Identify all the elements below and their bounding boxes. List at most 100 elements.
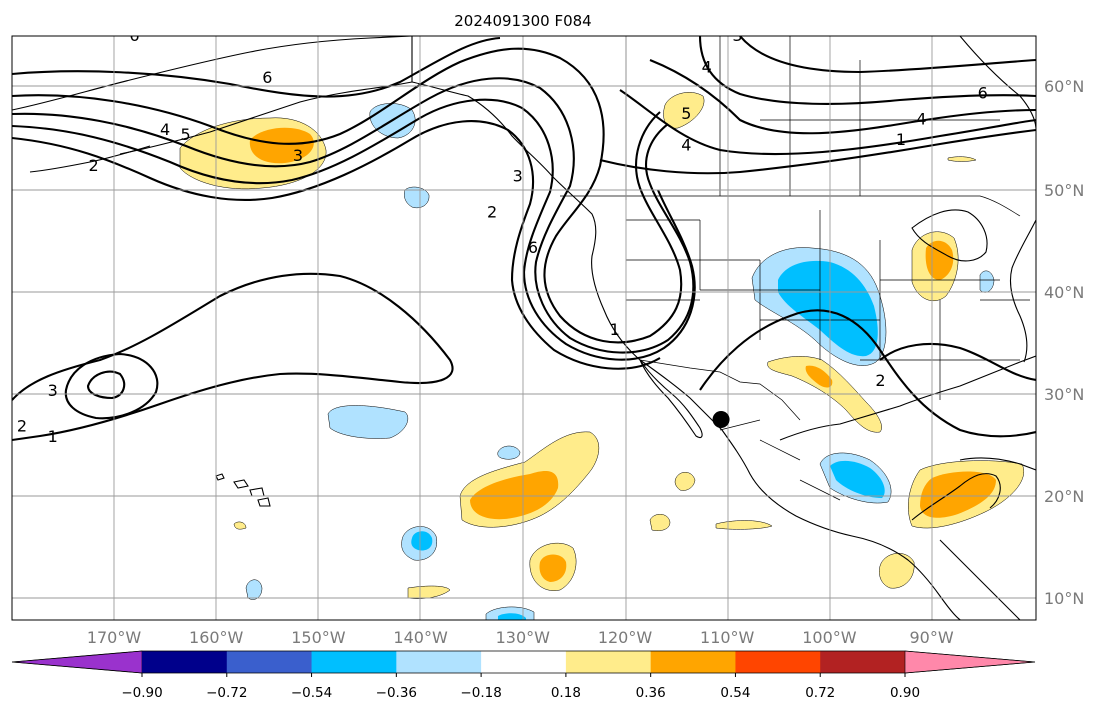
contour-line bbox=[12, 36, 501, 98]
central-america bbox=[939, 539, 1021, 620]
contour-line bbox=[739, 36, 1036, 74]
positive-core-caribbean bbox=[920, 471, 996, 518]
colorbar-tick-label: 0.36 bbox=[636, 685, 666, 701]
contour-label: 3 bbox=[732, 26, 742, 45]
contour-line bbox=[64, 352, 159, 420]
colorbar-tick-label: −0.18 bbox=[460, 685, 501, 701]
negative-region-small-4 bbox=[245, 579, 263, 600]
colorbar-segment bbox=[311, 651, 397, 673]
contour-line bbox=[86, 370, 126, 400]
positive-region-small-6 bbox=[233, 521, 247, 530]
contour-line bbox=[12, 272, 454, 442]
north-america-west-coast bbox=[411, 36, 962, 620]
longitude-label: 110°W bbox=[700, 628, 755, 647]
contour-line bbox=[619, 89, 1036, 156]
positive-region-texas bbox=[767, 356, 882, 433]
negative-core-small-5 bbox=[498, 613, 526, 620]
contour-label: 6 bbox=[978, 83, 988, 102]
cuba bbox=[959, 457, 1036, 471]
gulf-coast bbox=[779, 355, 1036, 441]
colorbar-segment bbox=[142, 651, 228, 673]
longitude-label: 120°W bbox=[598, 628, 653, 647]
colorbar-segments bbox=[11, 650, 1036, 674]
colorbar-segment bbox=[481, 651, 567, 673]
negative-region-pacific-1 bbox=[327, 405, 409, 439]
latitude-labels: 10°N 20°N 30°N 40°N 50°N 60°N bbox=[1044, 77, 1084, 608]
positive-core-pacific bbox=[470, 470, 559, 520]
contour-label: 1 bbox=[896, 130, 906, 149]
colorbar-segment bbox=[650, 651, 736, 673]
latitude-label: 20°N bbox=[1044, 487, 1084, 506]
positive-core-aleutian bbox=[249, 127, 314, 164]
graticule bbox=[12, 36, 1036, 620]
negative-core-pacific-2 bbox=[411, 531, 433, 551]
contour-label: 3 bbox=[48, 381, 58, 400]
positive-region-small-4 bbox=[715, 520, 773, 530]
colorbar-tick-label: 0.90 bbox=[890, 685, 920, 701]
colorbar-segment bbox=[735, 651, 821, 673]
height-contours bbox=[12, 36, 1036, 442]
location-marker bbox=[712, 411, 730, 428]
contour-label: 1 bbox=[48, 427, 58, 446]
colorbar-extend-high bbox=[904, 650, 1036, 674]
longitude-label: 90°W bbox=[910, 628, 954, 647]
longitude-label: 130°W bbox=[496, 628, 551, 647]
contour-label: 6 bbox=[262, 68, 272, 87]
canada-provinces bbox=[719, 36, 1000, 196]
figure-title: 2024091300 F084 bbox=[454, 12, 591, 30]
negative-core-central-us bbox=[778, 260, 878, 357]
contour-label: 5 bbox=[681, 104, 691, 123]
latitude-label: 50°N bbox=[1044, 181, 1084, 200]
contour-line bbox=[699, 309, 1036, 438]
contour-line bbox=[698, 36, 1036, 105]
contour-label: 4 bbox=[916, 109, 926, 128]
colorbar-tick-label: 0.72 bbox=[805, 685, 835, 701]
positive-region-small-7 bbox=[947, 156, 977, 162]
latitude-label: 10°N bbox=[1044, 589, 1084, 608]
colorbar-extend-low bbox=[11, 650, 143, 674]
map-frame bbox=[11, 35, 1037, 621]
colorbar: −0.90 −0.72 −0.54 −0.36 −0.18 0.18 0.36 0.54 0.7… bbox=[11, 650, 1036, 701]
positive-core-texas bbox=[805, 365, 833, 388]
colorbar-segment bbox=[820, 651, 906, 673]
contour-line bbox=[12, 120, 661, 370]
latitude-label: 60°N bbox=[1044, 77, 1084, 96]
mexico-states bbox=[719, 419, 841, 501]
colorbar-segment bbox=[396, 651, 482, 673]
latitude-label: 40°N bbox=[1044, 283, 1084, 302]
contour-label: 4 bbox=[160, 120, 170, 139]
longitude-label: 160°W bbox=[189, 628, 244, 647]
state-lines bbox=[626, 210, 1030, 400]
baja-california bbox=[639, 359, 703, 439]
longitude-label: 170°W bbox=[87, 628, 142, 647]
contour-label: 6 bbox=[528, 238, 538, 257]
positive-region-small-3 bbox=[649, 514, 671, 531]
contour-line bbox=[12, 47, 683, 344]
colorbar-tick-labels: −0.90 −0.72 −0.54 −0.36 −0.18 0.18 0.36 0.54 0.7… bbox=[121, 673, 920, 701]
contour-label: 3 bbox=[513, 167, 523, 186]
positive-core-small-1 bbox=[539, 554, 567, 582]
colorbar-tick-label: 0.54 bbox=[720, 685, 750, 701]
colorbar-tick-label: −0.54 bbox=[291, 685, 332, 701]
contour-line bbox=[599, 128, 1036, 175]
contour-label: 5 bbox=[180, 125, 190, 144]
contour-label: 2 bbox=[88, 156, 98, 175]
latitude-label: 30°N bbox=[1044, 385, 1084, 404]
negative-region-small-1 bbox=[404, 186, 430, 209]
longitude-label: 100°W bbox=[802, 628, 857, 647]
contour-label: 2 bbox=[487, 203, 497, 222]
positive-core-great-lakes bbox=[925, 240, 954, 280]
positive-region-small-2 bbox=[674, 472, 696, 491]
colorbar-tick-label: −0.72 bbox=[206, 685, 247, 701]
colorbar-segment bbox=[565, 651, 652, 673]
contour-label: 1 bbox=[610, 320, 620, 339]
contour-label: 3 bbox=[293, 146, 303, 165]
aleutian-islands bbox=[29, 145, 151, 173]
contour-label: 4 bbox=[681, 135, 691, 154]
longitude-label: 140°W bbox=[393, 628, 448, 647]
contour-line bbox=[879, 342, 1036, 382]
contour-line bbox=[12, 98, 696, 361]
contour-label: 6 bbox=[129, 26, 139, 45]
